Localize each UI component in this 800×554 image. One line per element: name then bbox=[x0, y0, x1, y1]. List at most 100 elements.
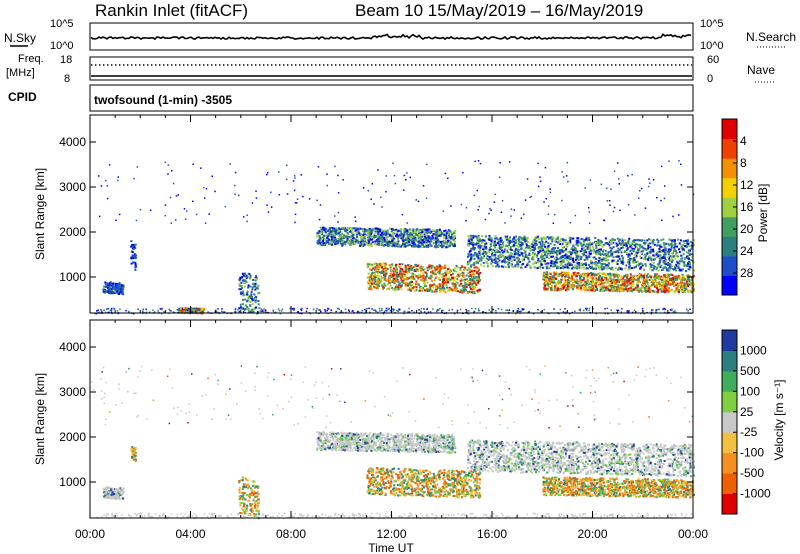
power-echo bbox=[363, 228, 366, 231]
power-echo bbox=[618, 267, 620, 270]
power-echo bbox=[374, 240, 377, 243]
power-echo bbox=[673, 248, 676, 251]
power-echo bbox=[131, 251, 134, 253]
power-echo bbox=[404, 244, 406, 246]
power-echo bbox=[404, 266, 407, 268]
power-echo bbox=[420, 236, 423, 239]
power-echo bbox=[238, 288, 241, 291]
power-echo bbox=[621, 258, 624, 261]
power-echo bbox=[452, 239, 455, 242]
power-echo bbox=[672, 278, 675, 281]
power-echo bbox=[104, 285, 107, 288]
power-echo bbox=[134, 266, 137, 269]
power-echo bbox=[378, 243, 380, 246]
power-echo bbox=[667, 262, 670, 264]
power-echo bbox=[428, 265, 431, 268]
power-echo bbox=[334, 236, 337, 239]
power-echo bbox=[453, 243, 456, 246]
power-echo bbox=[612, 259, 615, 262]
power-echo bbox=[611, 238, 614, 241]
power-echo bbox=[623, 288, 626, 291]
power-echo bbox=[447, 235, 449, 238]
power-echo bbox=[674, 257, 677, 260]
power-echo bbox=[443, 279, 446, 281]
power-echo bbox=[576, 239, 579, 242]
power-echo bbox=[479, 279, 481, 282]
power-echo bbox=[404, 283, 407, 286]
power-echo bbox=[367, 286, 370, 289]
power-echo bbox=[470, 265, 473, 268]
power-echo bbox=[198, 307, 201, 310]
power-echo bbox=[411, 267, 414, 270]
power-echo bbox=[671, 265, 674, 268]
power-echo bbox=[541, 243, 544, 246]
power-echo bbox=[548, 267, 551, 270]
power-echo bbox=[514, 250, 517, 253]
power-echo bbox=[592, 285, 595, 288]
power-echo bbox=[522, 237, 525, 240]
power-echo bbox=[482, 265, 485, 268]
power-echo bbox=[571, 276, 573, 279]
power-echo bbox=[240, 291, 243, 294]
power-echo bbox=[554, 282, 557, 285]
power-echo bbox=[686, 240, 689, 243]
power-echo bbox=[399, 272, 402, 275]
power-echo bbox=[614, 289, 617, 292]
power-echo bbox=[479, 238, 482, 241]
power-echo bbox=[547, 237, 550, 240]
power-echo bbox=[497, 261, 500, 264]
power-echo bbox=[622, 256, 625, 259]
power-echo bbox=[563, 249, 566, 252]
power-echo bbox=[590, 259, 593, 262]
power-echo bbox=[541, 237, 544, 240]
power-echo bbox=[432, 285, 435, 288]
power-echo bbox=[546, 278, 549, 281]
power-echo bbox=[429, 286, 432, 289]
power-echo bbox=[329, 226, 332, 229]
power-echo bbox=[398, 266, 401, 268]
power-echo bbox=[517, 250, 520, 253]
power-echo bbox=[469, 286, 472, 289]
power-echo bbox=[610, 281, 613, 284]
power-echo bbox=[607, 273, 610, 276]
power-echo bbox=[119, 284, 122, 286]
power-echo bbox=[336, 229, 339, 231]
power-echo bbox=[453, 232, 456, 235]
power-echo bbox=[381, 269, 384, 272]
power-echo bbox=[656, 266, 659, 269]
power-echo bbox=[455, 287, 458, 290]
power-echo bbox=[316, 235, 319, 238]
power-echo bbox=[618, 287, 621, 290]
power-echo bbox=[596, 252, 599, 255]
power-echo bbox=[443, 281, 446, 284]
power-echo bbox=[421, 231, 424, 233]
power-echo bbox=[556, 237, 559, 240]
power-echo bbox=[488, 256, 491, 259]
power-echo bbox=[627, 255, 630, 258]
power-echo bbox=[533, 252, 536, 255]
power-echo bbox=[240, 276, 243, 279]
power-echo bbox=[369, 280, 372, 283]
power-echo bbox=[239, 288, 242, 291]
power-echo bbox=[407, 264, 409, 267]
power-echo bbox=[423, 268, 426, 271]
power-echo bbox=[583, 251, 586, 254]
power-echo bbox=[400, 288, 403, 291]
power-echo bbox=[443, 287, 445, 290]
power-echo bbox=[466, 263, 469, 266]
power-echo bbox=[475, 276, 478, 279]
power-echo bbox=[546, 255, 549, 258]
power-echo bbox=[664, 260, 667, 263]
power-echo bbox=[472, 280, 475, 283]
power-echo bbox=[576, 286, 579, 289]
power-echo bbox=[395, 245, 398, 248]
power-echo bbox=[443, 233, 446, 236]
power-echo bbox=[550, 256, 553, 258]
power-echo bbox=[664, 289, 667, 292]
power-echo bbox=[504, 235, 507, 238]
power-echo bbox=[660, 286, 663, 288]
power-echo bbox=[651, 269, 654, 272]
power-echo bbox=[554, 289, 557, 292]
power-echo bbox=[369, 275, 372, 278]
power-echo bbox=[541, 245, 544, 248]
